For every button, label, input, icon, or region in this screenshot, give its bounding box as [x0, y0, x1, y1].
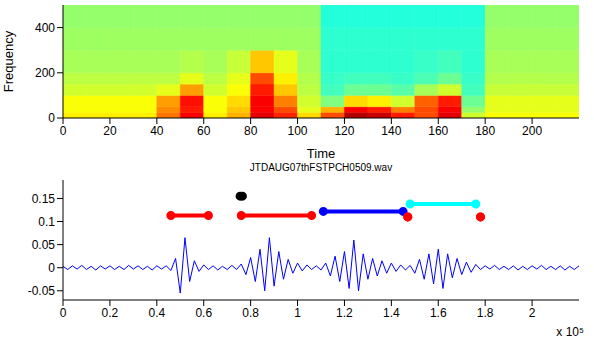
svg-text:200: 200	[35, 66, 55, 80]
svg-text:Time: Time	[307, 146, 335, 160]
svg-text:0.15: 0.15	[32, 192, 56, 206]
svg-text:2: 2	[529, 306, 536, 320]
svg-text:Frequency: Frequency	[1, 30, 16, 92]
html-text:JTDAUG07thFSTPCH0509.wav: JTDAUG07thFSTPCH0509.wav	[249, 162, 393, 173]
svg-text:40: 40	[150, 124, 164, 138]
svg-text:80: 80	[244, 124, 258, 138]
svg-text:0.1: 0.1	[38, 215, 55, 229]
svg-text:180: 180	[475, 124, 495, 138]
svg-text:1.6: 1.6	[430, 306, 447, 320]
svg-text:200: 200	[522, 124, 542, 138]
svg-text:1.8: 1.8	[477, 306, 494, 320]
svg-text:120: 120	[334, 124, 354, 138]
svg-text:-0.05: -0.05	[28, 284, 56, 298]
svg-text:0.8: 0.8	[242, 306, 259, 320]
svg-text:1.2: 1.2	[336, 306, 353, 320]
svg-text:100: 100	[288, 124, 308, 138]
svg-text:1.4: 1.4	[383, 306, 400, 320]
svg-text:140: 140	[381, 124, 401, 138]
html-text:x 10⁵: x 10⁵	[556, 325, 584, 339]
svg-text:0.05: 0.05	[32, 238, 56, 252]
svg-text:60: 60	[197, 124, 211, 138]
svg-text:1: 1	[294, 306, 301, 320]
svg-text:20: 20	[103, 124, 117, 138]
svg-text:0: 0	[60, 124, 67, 138]
svg-text:0: 0	[48, 111, 55, 125]
svg-text:0.4: 0.4	[148, 306, 165, 320]
svg-text:0: 0	[60, 306, 67, 320]
svg-text:400: 400	[35, 21, 55, 35]
svg-text:160: 160	[428, 124, 448, 138]
svg-text:0.2: 0.2	[102, 306, 119, 320]
svg-text:0.6: 0.6	[195, 306, 212, 320]
svg-text:0: 0	[48, 261, 55, 275]
